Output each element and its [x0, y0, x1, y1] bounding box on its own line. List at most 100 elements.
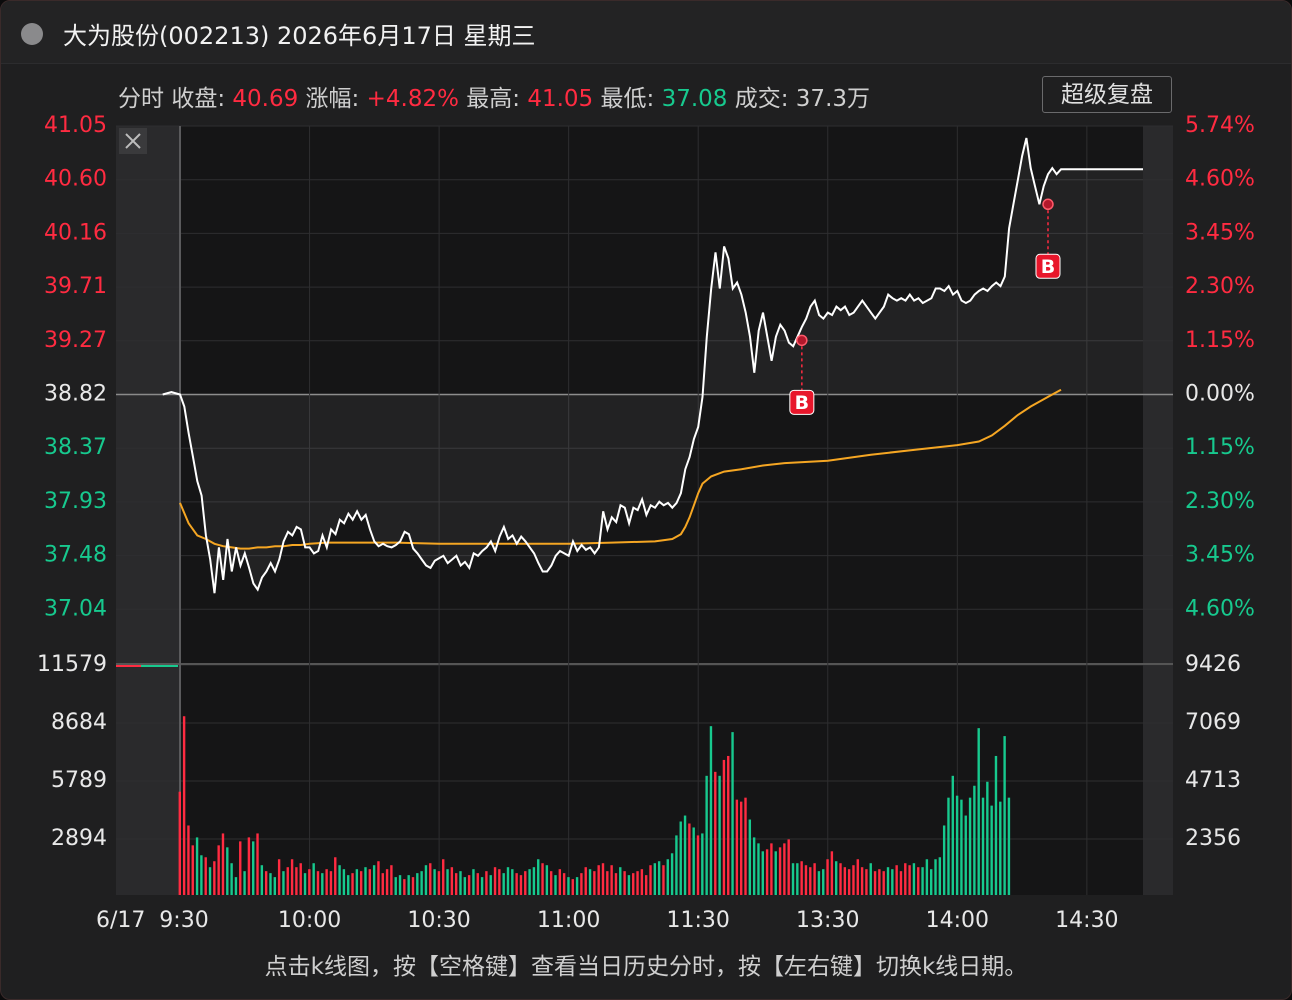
volume-bar	[390, 865, 393, 895]
volume-bar	[921, 867, 924, 895]
percent-axis-label: 3.45%	[1185, 220, 1255, 245]
volume-bar	[377, 861, 380, 895]
date-label: 6/17	[96, 908, 145, 933]
volume-bar	[243, 871, 246, 895]
volume-bar	[273, 877, 277, 895]
volume-bar	[429, 863, 432, 895]
volume-bar	[917, 867, 920, 895]
volume-bar	[912, 863, 916, 895]
volume-bar	[752, 837, 756, 895]
volume-bar	[502, 873, 505, 895]
volume-bar	[290, 859, 294, 895]
low-label: 最低:	[600, 86, 655, 112]
volume-bar	[942, 825, 946, 895]
volume-bar	[476, 873, 479, 895]
volume-bar	[493, 867, 497, 895]
volume-bar	[567, 877, 570, 895]
volume-bar	[761, 851, 764, 895]
volume-bar	[208, 867, 212, 895]
volume-bar	[575, 877, 579, 895]
volume-bar	[269, 873, 272, 895]
volume-bar	[528, 869, 531, 895]
volume-bar	[403, 879, 406, 895]
volume-bar	[230, 863, 233, 895]
time-tick-label: 11:30	[667, 908, 730, 933]
volume-bar	[990, 805, 993, 895]
volume-bar	[895, 865, 898, 895]
volume-bar	[472, 869, 475, 895]
super-replay-button[interactable]: 超级复盘	[1042, 76, 1172, 113]
volume-bar	[420, 871, 423, 895]
volume-bar	[666, 859, 669, 895]
volume-bar	[282, 871, 285, 895]
volume-bar	[368, 869, 372, 895]
window-control-dot[interactable]	[21, 23, 43, 45]
volume-bar	[830, 851, 834, 895]
volume-bar	[463, 877, 467, 895]
volume-bar	[839, 863, 842, 895]
volume-bar	[407, 875, 410, 895]
volume-bar	[791, 863, 795, 895]
volume-bar	[981, 797, 985, 895]
price-axis-label: 40.16	[44, 220, 107, 245]
percent-axis-label: 1.15%	[1185, 435, 1255, 460]
volume-bar	[955, 795, 959, 895]
volume-bar	[765, 849, 769, 895]
volume-bar	[532, 867, 536, 895]
volume-bar	[606, 871, 609, 895]
volume-axis-label: 5789	[51, 768, 107, 793]
volume-panel	[116, 665, 1173, 895]
volume-bar	[303, 873, 307, 895]
volume-bar	[204, 857, 207, 895]
volume-bar	[964, 815, 967, 895]
window-title: 大为股份(002213) 2026年6月17日 星期三	[63, 22, 536, 50]
volume-bar	[398, 875, 402, 895]
volume-bar	[416, 873, 419, 895]
volume-bar	[489, 875, 492, 895]
intraday-chart[interactable]: 41.05 40.60 40.16 39.71 39.27 38.82 38.37 37.93…	[1, 1, 1291, 941]
volume-bar	[545, 865, 549, 895]
volume-bar	[446, 869, 449, 895]
volume-bar	[424, 865, 428, 895]
volume-bar	[649, 865, 652, 895]
volume-bar	[239, 841, 242, 895]
volume-bar	[817, 871, 821, 895]
volume-bar	[299, 863, 302, 895]
percent-axis-label: 5.74%	[1185, 113, 1255, 138]
buy-marker-label: B	[795, 392, 809, 414]
volume-bar	[636, 871, 639, 895]
volume-bar	[727, 755, 730, 895]
percent-axis-label: 2.30%	[1185, 274, 1255, 299]
volume-bar	[865, 869, 868, 895]
volume-bar	[705, 775, 708, 895]
post-market-shade	[1143, 126, 1173, 895]
volume-bar	[809, 867, 812, 895]
volume-bar	[394, 877, 397, 895]
price-axis-label: 39.71	[44, 274, 107, 299]
volume-bar	[662, 865, 665, 895]
time-tick-label: 14:00	[926, 908, 989, 933]
volume-bar	[739, 801, 743, 895]
volume-bar	[325, 869, 328, 895]
volume-bar	[653, 863, 657, 895]
volume-bar	[554, 875, 557, 895]
volume-bar	[411, 877, 415, 895]
volume-bar	[437, 871, 441, 895]
volume-bar	[571, 879, 574, 895]
volume-bar	[187, 825, 190, 895]
change-label: 涨幅:	[305, 86, 360, 112]
volume-bar	[951, 775, 954, 895]
price-line	[162, 137, 1143, 594]
volume-bar	[200, 855, 203, 895]
volume-bar	[947, 797, 950, 895]
buy-marker-dot	[1042, 198, 1054, 211]
volume-bar	[537, 859, 540, 895]
volume-bar	[826, 859, 829, 895]
volume-bar	[178, 791, 181, 895]
volume-bar	[433, 869, 436, 895]
volume-bar	[714, 771, 717, 895]
volume-bar	[541, 863, 544, 895]
volume-bar	[381, 873, 384, 895]
volume-bar	[644, 875, 648, 895]
percent-axis-label: 4.60%	[1185, 596, 1255, 621]
